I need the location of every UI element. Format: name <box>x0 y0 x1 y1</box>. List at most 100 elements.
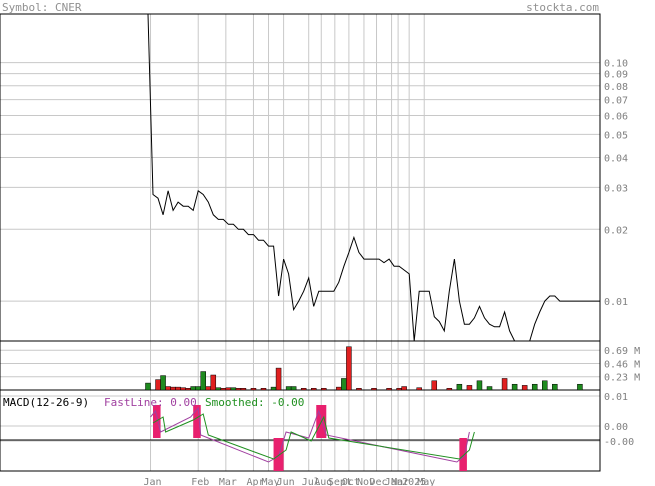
volume-bar <box>260 388 267 391</box>
volume-bar <box>346 346 352 391</box>
x-tick-label: Apr <box>246 477 264 486</box>
volume-bar <box>285 386 292 391</box>
macd-smoothed-label: Smoothed: -0.00 <box>205 396 304 409</box>
price-tick-label: 0.08 <box>604 82 628 93</box>
x-tick-label: May <box>417 477 435 486</box>
x-tick-label: 2025 <box>402 477 426 486</box>
volume-bar <box>145 382 151 391</box>
macd-axis-ticks: 0.01 0.00 -0.00 <box>604 392 634 448</box>
volume-bar <box>542 380 548 391</box>
macd-smoothed-line <box>152 413 475 460</box>
price-tick-label: 0.05 <box>604 130 628 141</box>
site-label: stockta.com <box>526 1 599 14</box>
volume-bar <box>501 378 508 391</box>
volume-bar <box>431 380 438 391</box>
volume-bar <box>446 388 453 391</box>
volume-tick-label: 0.69 M <box>604 346 640 357</box>
x-tick-label: Jul <box>302 477 320 486</box>
volume-bar <box>240 388 247 391</box>
volume-bar <box>155 379 161 391</box>
volume-bar <box>341 378 347 391</box>
macd-tick-label: 0.00 <box>604 422 628 433</box>
macd-histogram-block <box>153 405 161 438</box>
macd-histogram-block <box>193 405 201 438</box>
x-tick-label: Mar <box>219 477 237 486</box>
price-tick-label: 0.06 <box>604 112 628 123</box>
volume-bar <box>205 386 212 391</box>
x-tick-label: Jun <box>277 477 295 486</box>
price-tick-label: 0.09 <box>604 70 628 81</box>
macd-tick-label: 0.01 <box>604 392 628 403</box>
volume-bar <box>310 388 317 391</box>
macd-histogram-block <box>459 438 467 471</box>
volume-bar <box>321 388 327 391</box>
x-tick-label: Jan <box>144 477 162 486</box>
volume-bar <box>290 386 297 391</box>
volume-bar <box>185 388 191 391</box>
volume-bar <box>225 387 232 391</box>
x-tick-label: Nov <box>357 477 375 486</box>
volume-bar <box>170 386 176 391</box>
price-axis-ticks: 0.100.090.08 0.07 0.06 0.05 0.04 0.03 0.02 0.01 <box>604 59 628 308</box>
macd-tick-label: -0.00 <box>604 437 634 448</box>
x-tick-label: Feb <box>191 477 209 486</box>
volume-bar <box>190 386 196 391</box>
volume-bar <box>552 383 558 391</box>
macd-fastline-label: FastLine: 0.00 <box>104 396 197 409</box>
volume-bar <box>230 387 237 391</box>
volume-bar <box>220 388 227 391</box>
volume-bar <box>371 388 377 391</box>
volume-bar <box>476 380 483 391</box>
volume-bar <box>386 388 392 391</box>
x-tick-label: Jan <box>385 477 403 486</box>
volume-bar <box>456 383 463 391</box>
price-close-line <box>147 13 600 342</box>
volume-bar <box>175 386 181 391</box>
price-tick-label: 0.02 <box>604 225 628 236</box>
volume-bar <box>210 374 217 391</box>
price-tick-label: 0.03 <box>604 183 628 194</box>
volume-bar <box>356 388 362 391</box>
volume-bar <box>401 386 407 391</box>
volume-bar <box>396 388 402 391</box>
volume-bar <box>250 388 257 391</box>
macd-title: MACD(12-26-9) <box>3 396 89 409</box>
volume-bar <box>300 388 307 391</box>
volume-bar <box>165 386 171 391</box>
volume-bar <box>466 385 473 391</box>
x-tick-label: May <box>262 477 280 486</box>
price-tick-label: 0.04 <box>604 154 628 165</box>
volume-bar <box>160 375 166 391</box>
x-tick-label: Sept <box>328 477 352 486</box>
volume-bars <box>145 346 583 391</box>
volume-bar <box>486 386 493 391</box>
plot-frame <box>0 13 601 472</box>
price-line <box>147 13 600 342</box>
x-tick-label: Aug <box>314 477 332 486</box>
volume-bar <box>195 386 201 391</box>
volume-bar <box>270 386 277 391</box>
volume-bar <box>235 388 242 391</box>
price-tick-label: 0.07 <box>604 96 628 107</box>
volume-bar <box>416 387 422 391</box>
volume-bar <box>531 383 538 391</box>
x-tick-label: Dec <box>370 477 388 486</box>
volume-axis-ticks: 0.69 M 0.46 M 0.23 M <box>604 346 640 384</box>
volume-tick-label: 0.46 M <box>604 359 640 370</box>
volume-bar <box>200 371 206 391</box>
x-tick-label: Mar <box>391 477 409 486</box>
grid-lines <box>0 14 600 471</box>
volume-bar <box>577 383 583 391</box>
volume-bar <box>215 387 222 391</box>
macd-lines <box>150 406 475 463</box>
price-tick-label: 0.10 <box>604 59 628 70</box>
x-tick-label: Oct <box>342 477 360 486</box>
volume-bar <box>511 383 518 391</box>
volume-tick-label: 0.23 M <box>604 373 640 384</box>
price-tick-label: 0.01 <box>604 297 628 308</box>
symbol-label: Symbol: CNER <box>2 1 82 14</box>
volume-bar <box>180 387 186 391</box>
